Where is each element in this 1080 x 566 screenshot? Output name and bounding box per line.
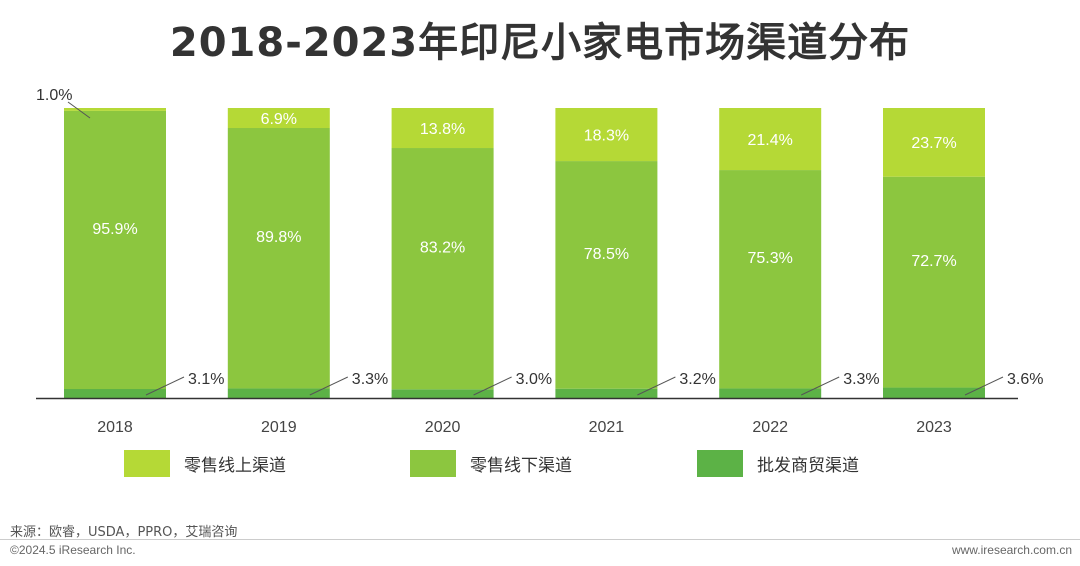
x-tick-label-2022: 2022	[752, 419, 788, 436]
chart-legend: 零售线上渠道 零售线下渠道 批发商贸渠道	[0, 448, 1080, 478]
footer-divider	[0, 539, 1080, 540]
legend-item-online: 零售线上渠道	[124, 448, 286, 478]
x-tick-label-2023: 2023	[916, 419, 952, 436]
bar-online-2020	[391, 108, 494, 149]
website-url: www.iresearch.com.cn	[951, 543, 1072, 557]
legend-label-online: 零售线上渠道	[184, 455, 286, 476]
bar-wholesale-2022	[719, 388, 822, 398]
legend-item-offline: 零售线下渠道	[410, 448, 572, 478]
bar-online-2018	[64, 108, 166, 111]
bar-online-2021	[555, 108, 658, 162]
bar-wholesale-2018	[64, 389, 166, 398]
data-label-online-2023: 23.7%	[911, 135, 956, 152]
data-label-offline-2018: 95.9%	[92, 221, 137, 238]
data-label-wholesale-2019: 3.3%	[352, 371, 388, 388]
data-label-wholesale-2022: 3.3%	[843, 371, 879, 388]
legend-swatch-online	[124, 449, 170, 477]
data-label-online-2020: 13.8%	[420, 121, 465, 138]
leader-line-wholesale-2022	[800, 376, 840, 396]
data-label-wholesale-2021: 3.2%	[679, 371, 715, 388]
data-label-offline-2019: 89.8%	[256, 229, 301, 246]
data-label-offline-2022: 75.3%	[748, 250, 793, 267]
leader-line-wholesale-2018	[145, 376, 185, 396]
leader-line-wholesale-2023	[964, 376, 1004, 396]
data-label-offline-2023: 72.7%	[911, 253, 956, 270]
data-label-online-2019: 6.9%	[261, 111, 297, 128]
bar-offline-2023	[883, 176, 985, 388]
bar-wholesale-2023	[883, 387, 985, 398]
leader-line-wholesale-2021	[637, 376, 676, 396]
bar-offline-2021	[555, 161, 658, 389]
x-tick-label-2020: 2020	[425, 419, 461, 436]
bar-wholesale-2021	[555, 388, 658, 398]
x-tick-label-2018: 2018	[97, 419, 133, 436]
data-label-online-2022: 21.4%	[748, 132, 793, 149]
leader-line-wholesale-2020	[473, 376, 512, 396]
legend-swatch-offline	[410, 449, 456, 477]
bar-offline-2022	[719, 170, 822, 389]
copyright: ©2024.5 iResearch Inc.	[10, 543, 136, 557]
bar-offline-2020	[391, 148, 494, 390]
data-label-wholesale-2023: 3.6%	[1007, 371, 1043, 388]
bar-online-2022	[719, 108, 822, 171]
bar-wholesale-2019	[227, 388, 330, 398]
legend-swatch-wholesale	[697, 449, 743, 477]
data-label-online-2021: 18.3%	[584, 128, 629, 145]
leader-line-online-2018	[67, 101, 91, 119]
data-label-online-2018: 1.0%	[36, 87, 72, 104]
bar-wholesale-2020	[391, 389, 494, 398]
chart-title: 2018-2023年印尼小家电市场渠道分布	[169, 20, 911, 66]
stacked-bar-chart: 95.9% 1.0% 3.1% 2018 89.8% 6.9% 3.3% 2019 83.2% 1…	[36, 87, 1043, 436]
source-note: 来源：欧睿，USDA，PPRO，艾瑞咨询	[10, 525, 238, 540]
bar-offline-2019	[227, 128, 330, 389]
data-label-offline-2021: 78.5%	[584, 246, 629, 263]
data-label-wholesale-2018: 3.1%	[188, 371, 224, 388]
bar-online-2019	[227, 108, 330, 129]
data-label-wholesale-2020: 3.0%	[516, 371, 552, 388]
legend-label-offline: 零售线下渠道	[470, 455, 572, 476]
legend-label-wholesale: 批发商贸渠道	[757, 455, 859, 476]
x-tick-label-2021: 2021	[589, 419, 625, 436]
legend-item-wholesale: 批发商贸渠道	[697, 448, 859, 478]
data-label-offline-2020: 83.2%	[420, 240, 465, 257]
bar-online-2023	[883, 108, 985, 177]
bar-offline-2018	[64, 110, 166, 390]
x-tick-label-2019: 2019	[261, 419, 297, 436]
leader-line-wholesale-2019	[309, 376, 349, 396]
